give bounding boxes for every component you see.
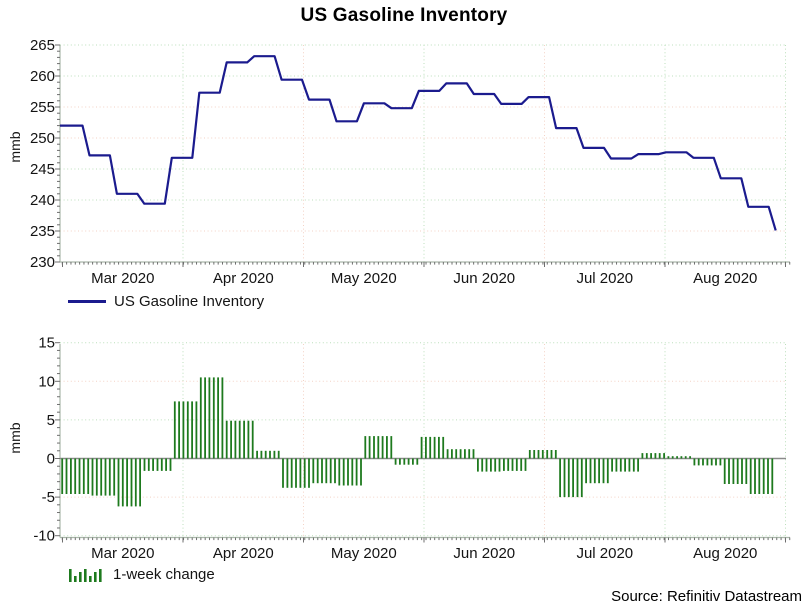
svg-text:265: 265 [30, 37, 55, 54]
inventory-line-series [60, 55, 777, 231]
svg-text:235: 235 [30, 223, 55, 240]
page-title: US Gasoline Inventory [300, 5, 508, 26]
svg-text:Apr 2020: Apr 2020 [213, 545, 274, 562]
svg-text:Aug 2020: Aug 2020 [693, 545, 757, 562]
svg-text:-5: -5 [42, 489, 55, 506]
svg-text:255: 255 [30, 99, 55, 116]
line-legend-swatch [68, 300, 106, 303]
svg-text:10: 10 [38, 373, 55, 390]
top-legend-label: US Gasoline Inventory [114, 293, 265, 310]
svg-text:Jul 2020: Jul 2020 [576, 545, 633, 562]
weekly-change-bar-series [61, 377, 774, 507]
svg-text:260: 260 [30, 68, 55, 85]
svg-text:Mar 2020: Mar 2020 [91, 545, 154, 562]
svg-text:0: 0 [47, 451, 55, 468]
svg-text:Aug 2020: Aug 2020 [693, 270, 757, 287]
svg-text:Mar 2020: Mar 2020 [91, 270, 154, 287]
svg-text:-10: -10 [33, 528, 55, 545]
source-note: Source: Refinitiv Datastream [611, 588, 802, 605]
svg-text:May 2020: May 2020 [331, 545, 397, 562]
svg-text:250: 250 [30, 130, 55, 147]
top-legend: US Gasoline Inventory [68, 293, 264, 310]
bottom-y-axis-label: mmb [7, 422, 23, 454]
bar-legend-bars [69, 569, 102, 582]
axis-tick-labels: 265 260 255 250 245 240 235 230 15 10 5 0 -5 -10 Mar 2… [30, 37, 757, 562]
bottom-legend-label: 1-week change [113, 566, 215, 583]
svg-text:Jul 2020: Jul 2020 [576, 270, 633, 287]
svg-text:240: 240 [30, 192, 55, 209]
top-y-axis-label: mmb [7, 131, 23, 163]
svg-text:Jun 2020: Jun 2020 [453, 270, 515, 287]
svg-text:245: 245 [30, 161, 55, 178]
svg-text:5: 5 [47, 412, 55, 429]
bottom-legend: 1-week change [68, 566, 215, 583]
bar-legend-icon [69, 569, 102, 582]
axis-ticks [55, 44, 791, 543]
svg-text:Jun 2020: Jun 2020 [453, 545, 515, 562]
svg-text:May 2020: May 2020 [331, 270, 397, 287]
svg-text:Apr 2020: Apr 2020 [213, 270, 274, 287]
svg-text:230: 230 [30, 254, 55, 271]
svg-text:15: 15 [38, 335, 55, 352]
